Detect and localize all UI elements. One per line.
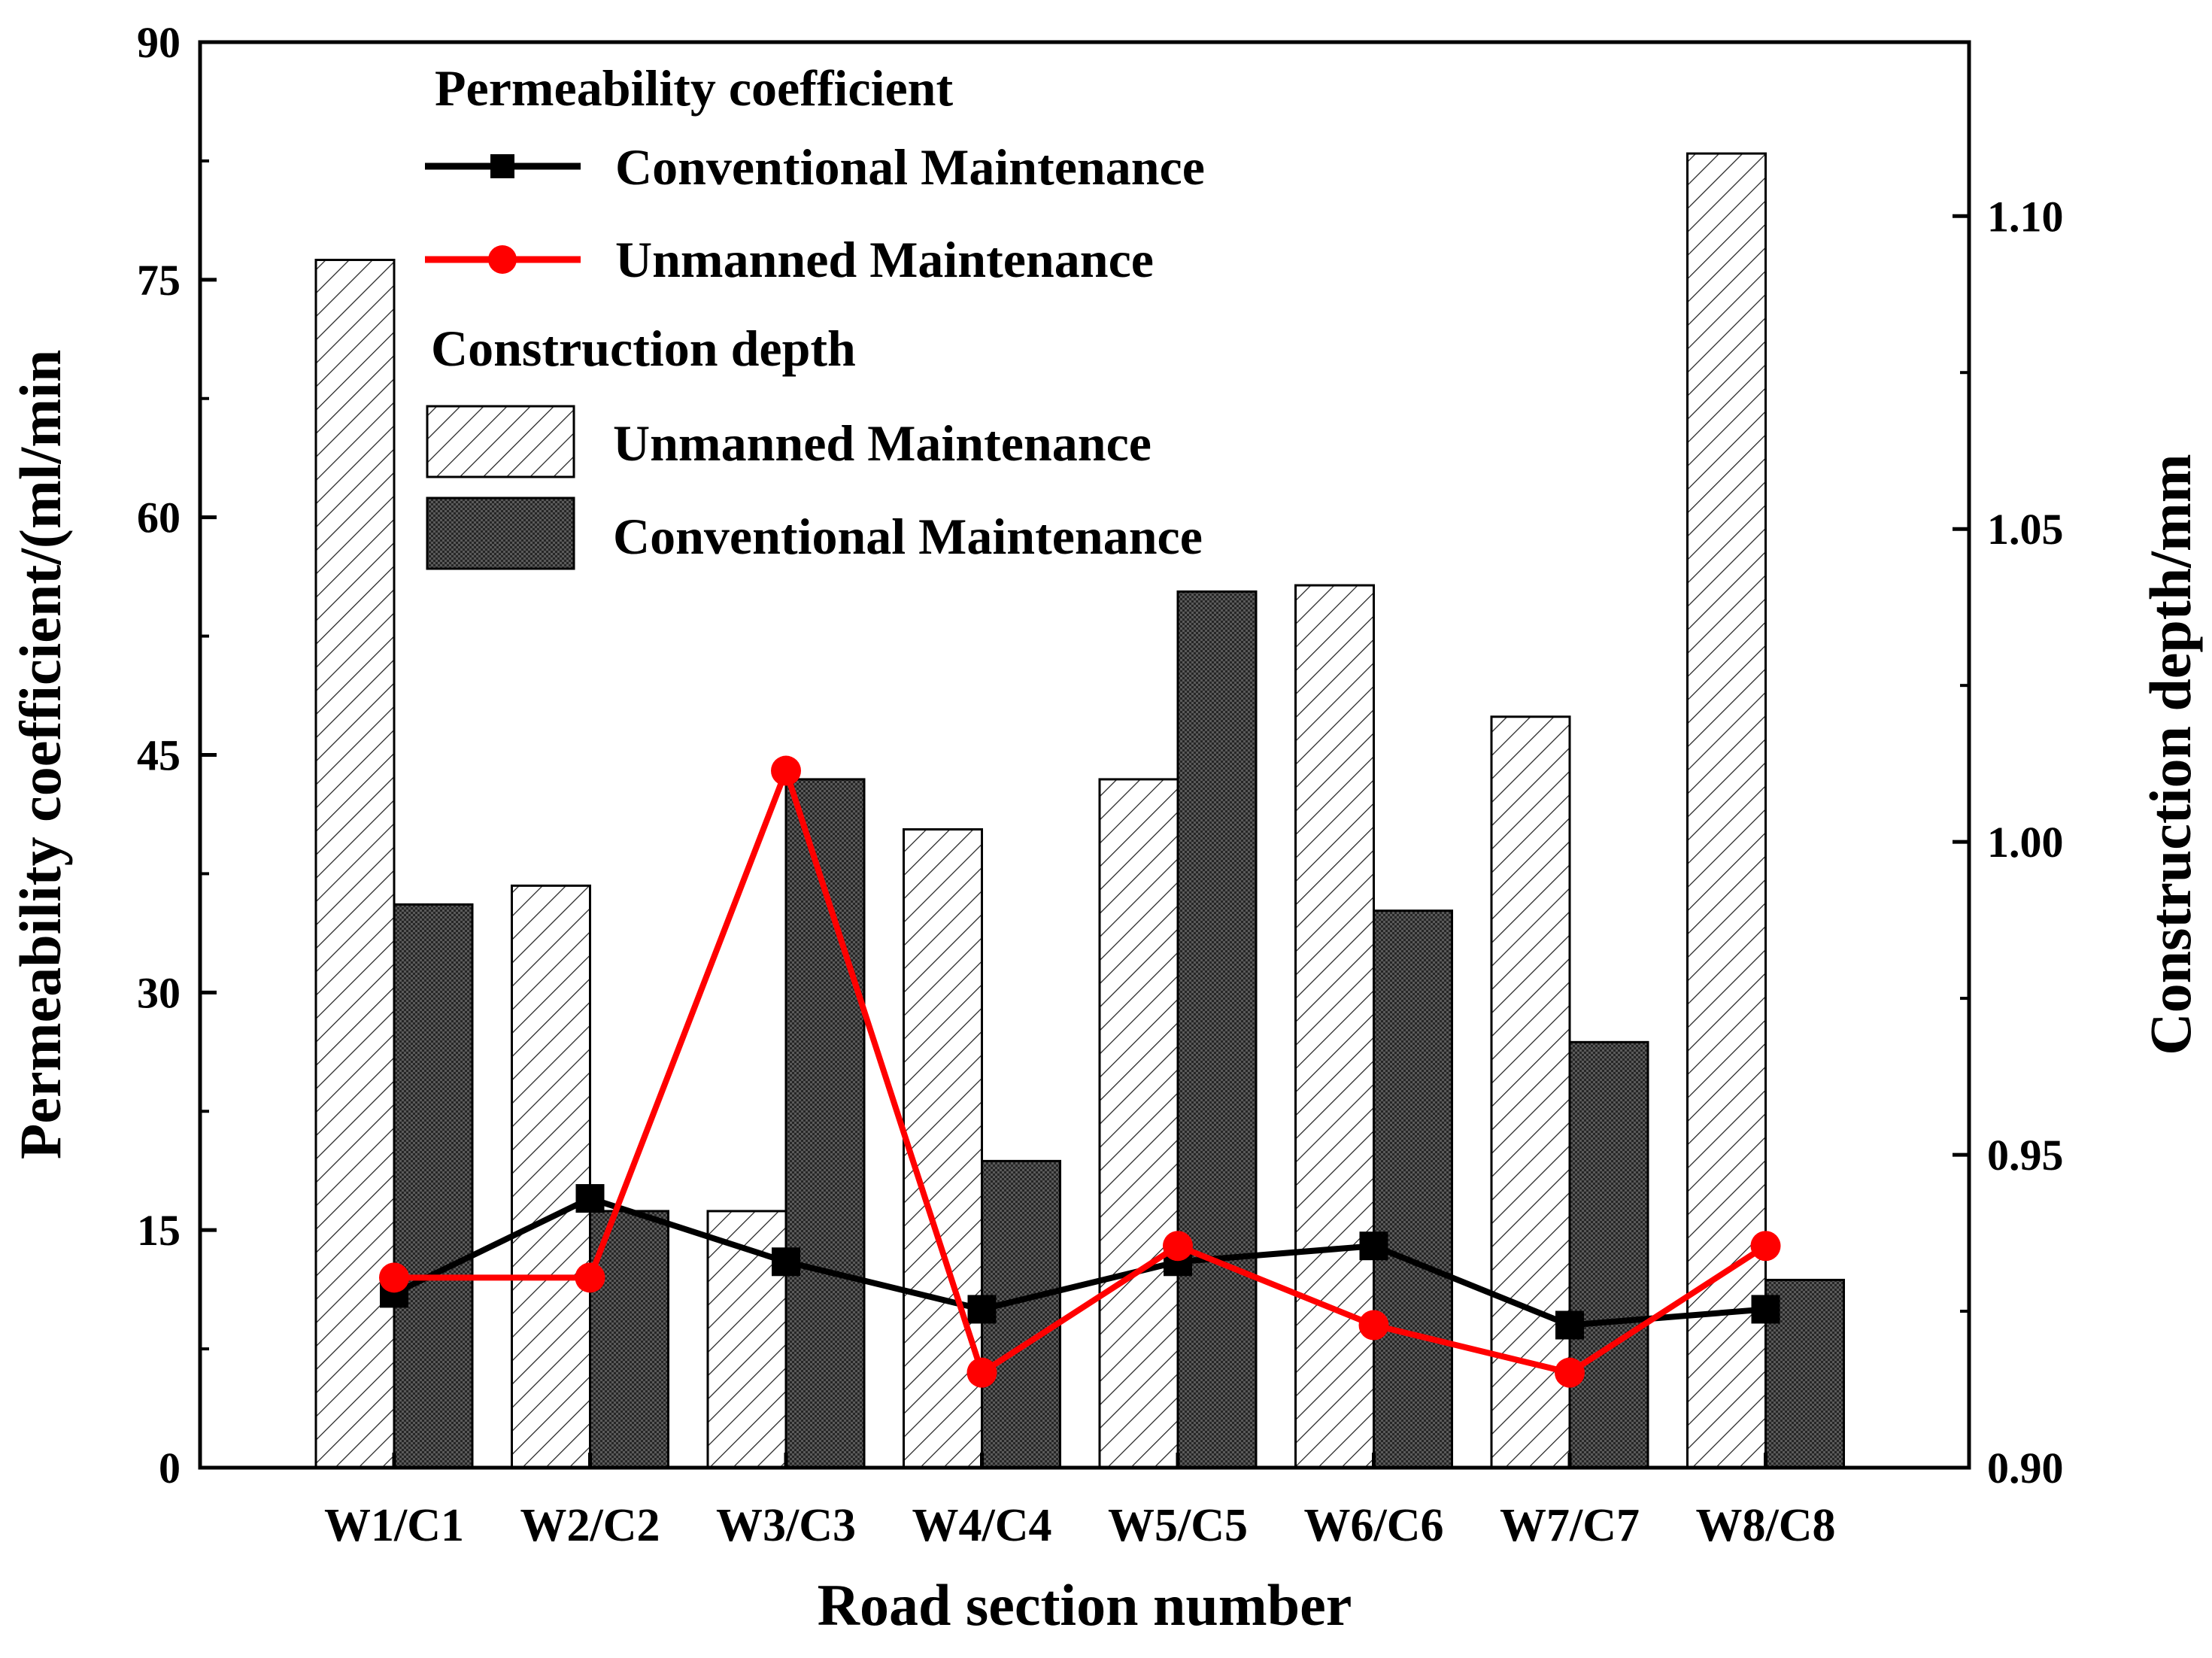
right-tick-label: 0.95 [1987, 1131, 2064, 1180]
x-tick-label: W3/C3 [716, 1500, 856, 1551]
point-unmanned-2 [575, 1262, 605, 1293]
point-conventional-4 [967, 1295, 997, 1324]
bar-unmanned-2 [511, 884, 591, 1469]
x-tick-label: W6/C6 [1304, 1500, 1444, 1551]
legend-label-line-unmanned: Unmanned Maintenance [615, 231, 1154, 288]
right-tick-label: 1.00 [1987, 818, 2064, 867]
line-conventional [393, 1195, 1766, 1329]
right-axis-title: Construction depth/mm [2138, 454, 2203, 1055]
point-unmanned-1 [379, 1262, 409, 1293]
right-axis-ticks: 0.90 0.95 1.00 1.05 1.10 [1953, 192, 2064, 1493]
left-tick-label: 0 [159, 1444, 181, 1493]
point-unmanned-5 [1163, 1231, 1193, 1262]
x-tick-label: W8/C8 [1696, 1500, 1836, 1551]
point-conventional-3 [772, 1247, 800, 1277]
bar-conventional-6 [1373, 909, 1453, 1469]
left-tick-label: 90 [137, 18, 181, 67]
right-tick-label: 1.10 [1987, 192, 2064, 241]
x-axis-ticks: W1/C1 W2/C2 W3/C3 W4/C4 W5/C5 W6/C6 W7/C7 W8/C8 [324, 1453, 1836, 1551]
x-tick-label: W1/C1 [324, 1500, 464, 1551]
point-unmanned-7 [1555, 1357, 1585, 1388]
bar-conventional-7 [1568, 1040, 1649, 1469]
left-axis-ticks: 0 15 30 45 60 75 90 [137, 18, 217, 1493]
point-unmanned-6 [1358, 1310, 1389, 1341]
legend-title-permeability: Permeability coefficient [435, 59, 953, 117]
legend-swatch-unmanned [426, 405, 575, 478]
point-unmanned-4 [966, 1357, 997, 1388]
point-unmanned-3 [771, 755, 801, 786]
bar-unmanned-1 [314, 258, 396, 1469]
point-conventional-7 [1555, 1310, 1584, 1340]
line-layer [379, 755, 1781, 1388]
legend-title-depth: Construction depth [431, 320, 856, 377]
left-axis-title: Permeability coefficient/(ml/min [8, 350, 73, 1159]
left-tick-label: 60 [137, 493, 181, 542]
point-conventional-6 [1359, 1231, 1388, 1261]
x-tick-label: W4/C4 [912, 1500, 1052, 1551]
line-unmanned [394, 767, 1767, 1376]
x-tick-label: W2/C2 [520, 1500, 660, 1551]
legend-label-line-conventional: Conventional Maintenance [615, 138, 1205, 196]
legend-marker-unmanned [488, 245, 517, 274]
legend-label-bar-conventional: Conventional Maintenance [613, 508, 1203, 565]
x-tick-label: W7/C7 [1500, 1500, 1640, 1551]
left-tick-label: 75 [137, 256, 181, 305]
bar-unmanned-5 [1098, 778, 1179, 1469]
legend-marker-conventional [490, 154, 514, 178]
bar-conventional-5 [1176, 590, 1258, 1469]
x-axis-title: Road section number [818, 1572, 1352, 1638]
bar-conventional-2 [589, 1210, 669, 1469]
right-tick-label: 0.90 [1987, 1444, 2064, 1493]
left-tick-label: 30 [137, 968, 181, 1017]
bar-conventional-1 [393, 903, 474, 1469]
point-unmanned-8 [1750, 1231, 1781, 1262]
left-tick-label: 15 [137, 1206, 181, 1255]
left-tick-label: 45 [137, 731, 181, 780]
legend: Permeability coefficient Conventional Ma… [425, 59, 1205, 570]
bar-unmanned-4 [903, 827, 983, 1469]
point-conventional-2 [575, 1184, 605, 1213]
right-tick-label: 1.05 [1987, 505, 2064, 554]
legend-swatch-conventional [426, 496, 575, 570]
point-conventional-8 [1751, 1295, 1780, 1324]
legend-label-bar-unmanned: Unmanned Maintenance [613, 414, 1152, 472]
x-tick-label: W5/C5 [1108, 1500, 1248, 1551]
bar-unmanned-6 [1294, 584, 1375, 1469]
